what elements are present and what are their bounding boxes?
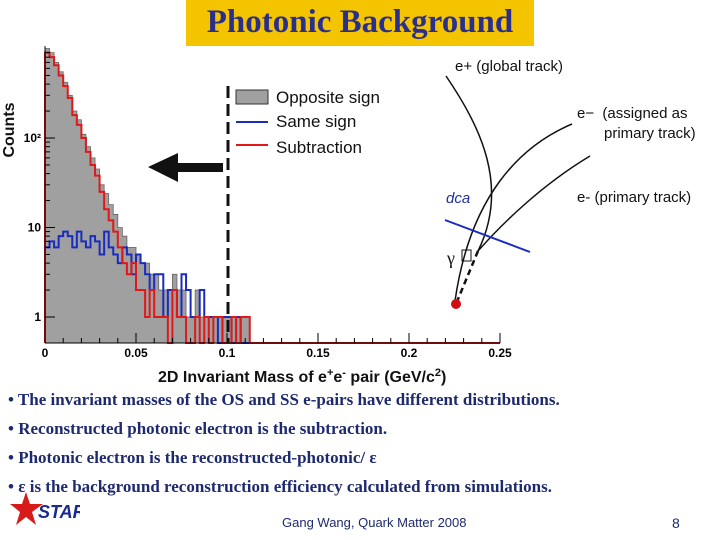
e-plus-label: e+ (global track): [455, 58, 563, 75]
star-logo-text: STAR: [38, 502, 80, 522]
dca-label: dca: [446, 190, 470, 207]
footer: Gang Wang, Quark Matter 2008 8: [0, 515, 720, 535]
y-tick-label: 10: [28, 221, 42, 235]
x-axis-label: 2D Invariant Mass of e+e- pair (GeV/c2): [158, 367, 446, 386]
y-ticks: 1 10 10²: [24, 52, 55, 324]
track-diagram: e+ (global track) e− (assigned as primar…: [444, 58, 696, 309]
x-tick-label: 0.25: [488, 346, 512, 360]
e-minus-assigned-label-2: primary track): [604, 125, 696, 142]
bullet-4: • ε is the background reconstruction eff…: [8, 477, 552, 496]
bullet-1: • The invariant masses of the OS and SS …: [8, 390, 560, 409]
x-tick-label: 0.15: [306, 346, 330, 360]
y-tick-label: 1: [34, 310, 41, 324]
title-bar: Photonic Background: [0, 0, 720, 46]
slide-title: Photonic Background: [206, 4, 514, 40]
bullet-3: • Photonic electron is the reconstructed…: [8, 448, 377, 467]
histogram-layer: [44, 48, 500, 344]
legend-opposite-sign: Opposite sign: [276, 88, 380, 107]
y-axis-label: Counts: [1, 102, 18, 157]
x-tick-label: 0: [42, 346, 49, 360]
bullet-list: • The invariant masses of the OS and SS …: [8, 390, 718, 506]
legend-same-sign: Same sign: [276, 112, 356, 131]
page-number: 8: [672, 515, 680, 531]
legend-subtraction: Subtraction: [276, 138, 362, 157]
y-tick-label: 10²: [24, 131, 41, 145]
plot-area: Counts 0 0.05 0.1 0.15 0.2 0.25 1 10 10² 2D Inv…: [1, 46, 696, 386]
gamma-label: γ: [446, 248, 455, 268]
bullet-2: • Reconstructed photonic electron is the…: [8, 419, 388, 438]
x-tick-label: 0.05: [124, 346, 148, 360]
left-arrow-icon: [148, 153, 223, 182]
series-opposite-sign: [44, 48, 500, 344]
x-tick-label: 0.2: [401, 346, 418, 360]
svg-text:2D Invariant Mass of e+e- pair: 2D Invariant Mass of e+e- pair (GeV/c2): [158, 367, 446, 386]
e-minus-assigned-label-1: e− (assigned as: [577, 105, 688, 122]
title-background: [186, 0, 534, 46]
legend: Opposite sign Same sign Subtraction: [235, 88, 380, 157]
vertex-point: [451, 299, 461, 309]
x-tick-label: 0.1: [219, 346, 236, 360]
x-ticks: 0 0.05 0.1 0.15 0.2 0.25: [42, 333, 512, 360]
footer-author: Gang Wang, Quark Matter 2008: [282, 515, 467, 530]
e-minus-primary-label: e- (primary track): [577, 189, 691, 206]
star-logo: STAR: [10, 492, 80, 525]
